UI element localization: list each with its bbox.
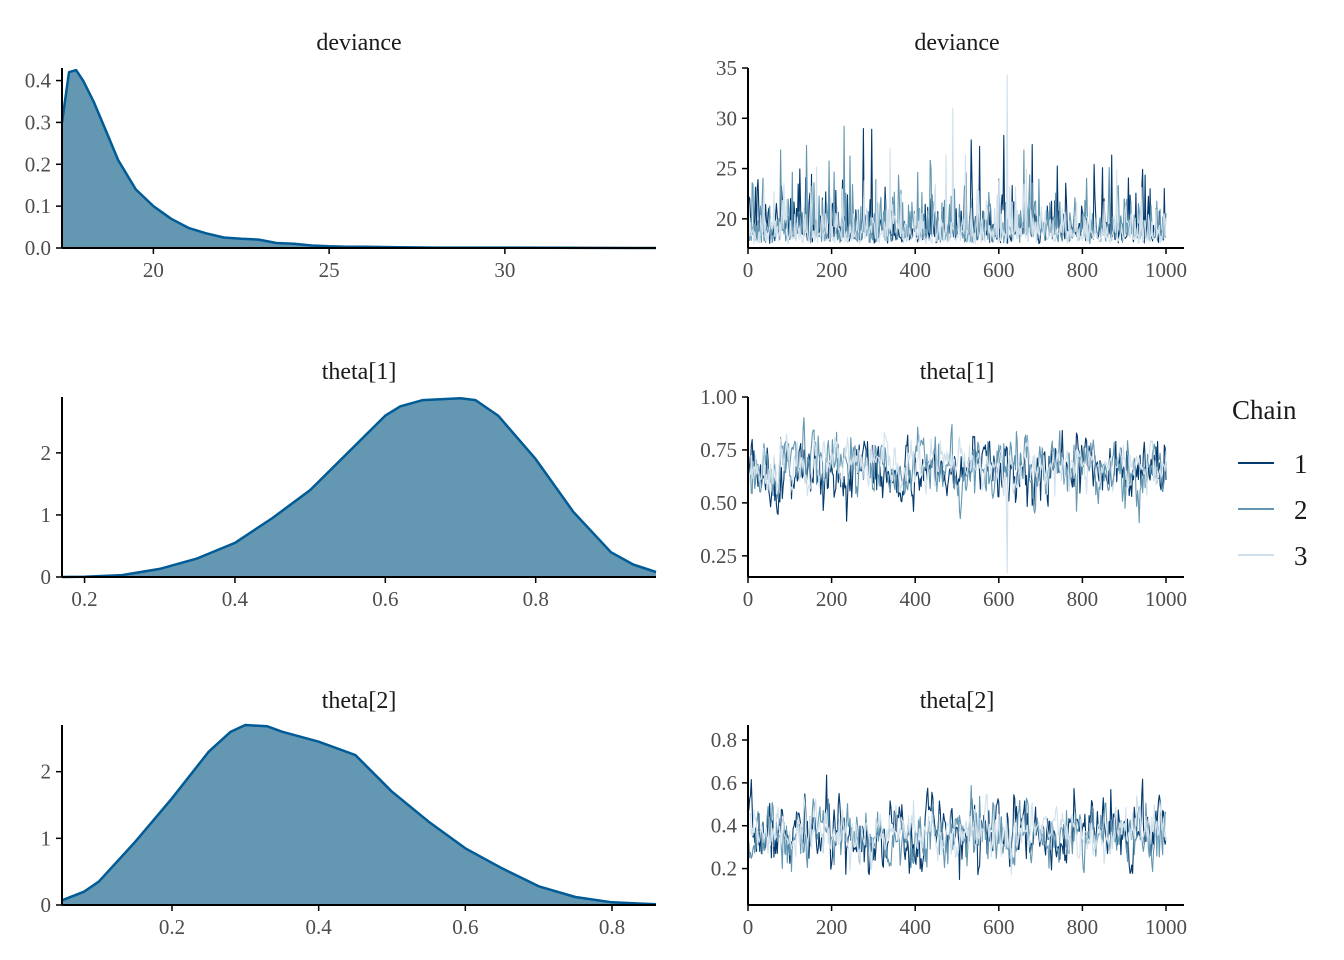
x-tick-label: 0.6 <box>372 587 398 611</box>
density-line <box>60 68 657 250</box>
panel-1: deviance 20 25 30 0.0 0.1 0.2 0.3 0.4 <box>25 30 657 282</box>
y-tick-label: 0.3 <box>25 110 51 134</box>
y-tick-label: 0.8 <box>711 728 737 752</box>
x-tick-label: 600 <box>983 587 1015 611</box>
trace-chain-1 <box>747 774 1167 881</box>
legend-title: Chain <box>1232 395 1297 425</box>
trace-chain-3 <box>747 793 1167 876</box>
legend: Chain 1 2 3 <box>1232 395 1308 571</box>
y-tick-label: 0.2 <box>25 152 51 176</box>
trace-chain-3 <box>747 74 1167 245</box>
x-tick-label: 0 <box>743 587 754 611</box>
x-tick-label: 1000 <box>1145 587 1187 611</box>
x-tick-label: 0.6 <box>452 915 478 939</box>
y-tick-label: 30 <box>716 106 737 130</box>
x-tick-label: 200 <box>816 587 848 611</box>
x-tick-label: 0.8 <box>599 915 625 939</box>
x-tick-label: 400 <box>899 587 931 611</box>
y-tick-label: 0.0 <box>25 236 51 260</box>
density-area <box>62 70 656 248</box>
y-tick-label: 0 <box>41 893 52 917</box>
legend-label: 3 <box>1294 541 1308 571</box>
y-tick-label: 0.75 <box>700 438 737 462</box>
y-tick-label: 1 <box>41 503 52 527</box>
panel-title: theta[2] <box>322 688 397 714</box>
legend-label: 2 <box>1294 495 1308 525</box>
y-tick-label: 20 <box>716 207 737 231</box>
panel-3: theta[1] 0.2 0.4 0.6 0.8 0 1 2 <box>41 359 657 611</box>
x-tick-label: 0 <box>743 258 754 282</box>
x-tick-label: 25 <box>319 258 340 282</box>
y-tick-label: 1.00 <box>700 385 737 409</box>
x-tick-label: 20 <box>143 258 164 282</box>
x-tick-label: 1000 <box>1145 258 1187 282</box>
y-tick-label: 0.4 <box>25 69 52 93</box>
panel-title: theta[1] <box>322 359 397 385</box>
trace-chain-2 <box>747 417 1167 524</box>
y-tick-label: 0.6 <box>711 771 737 795</box>
y-tick-label: 0.4 <box>711 814 738 838</box>
x-tick-label: 200 <box>816 258 848 282</box>
x-tick-label: 1000 <box>1145 915 1187 939</box>
x-tick-label: 600 <box>983 258 1015 282</box>
panel-4: theta[1] 0 200 400 600 800 1000 0.25 0.50 0.75 1.0… <box>700 359 1187 611</box>
panel-2: deviance 0 200 400 600 800 1000 20 25 30 35 <box>716 30 1187 282</box>
trace-chain-1 <box>747 429 1167 522</box>
x-tick-label: 400 <box>899 915 931 939</box>
density-line <box>61 723 657 906</box>
x-tick-label: 400 <box>899 258 931 282</box>
y-tick-label: 2 <box>41 441 52 465</box>
x-tick-label: 800 <box>1067 258 1099 282</box>
legend-item-3: 3 <box>1238 541 1308 571</box>
y-tick-label: 1 <box>41 826 52 850</box>
trace-chain-3 <box>747 431 1167 574</box>
density-line <box>61 396 657 579</box>
x-tick-label: 800 <box>1067 915 1099 939</box>
x-tick-label: 0.4 <box>222 587 249 611</box>
x-tick-label: 0.4 <box>306 915 333 939</box>
legend-label: 1 <box>1294 449 1308 479</box>
y-tick-label: 35 <box>716 56 737 80</box>
x-tick-label: 0.8 <box>523 587 549 611</box>
y-tick-label: 2 <box>41 760 52 784</box>
y-tick-label: 0.2 <box>711 857 737 881</box>
panel-title: deviance <box>914 30 999 56</box>
x-tick-label: 200 <box>816 915 848 939</box>
panel-title: theta[1] <box>920 359 995 385</box>
density-area <box>62 725 656 905</box>
x-tick-label: 0.2 <box>71 587 97 611</box>
legend-item-2: 2 <box>1238 495 1308 525</box>
y-tick-label: 25 <box>716 157 737 181</box>
x-tick-label: 0.2 <box>159 915 185 939</box>
y-tick-label: 0.50 <box>700 491 737 515</box>
panel-title: deviance <box>316 30 401 56</box>
x-tick-label: 30 <box>494 258 515 282</box>
x-tick-label: 800 <box>1067 587 1099 611</box>
y-tick-label: 0.1 <box>25 194 51 218</box>
legend-item-1: 1 <box>1238 449 1308 479</box>
x-tick-label: 600 <box>983 915 1015 939</box>
y-tick-label: 0.25 <box>700 544 737 568</box>
x-tick-label: 0 <box>743 915 754 939</box>
panel-5: theta[2] 0.2 0.4 0.6 0.8 0 1 2 <box>41 688 657 939</box>
y-tick-label: 0 <box>41 565 52 589</box>
panel-6: theta[2] 0 200 400 600 800 1000 0.2 0.4 0.6 0.8 <box>711 688 1187 939</box>
panel-title: theta[2] <box>920 688 995 714</box>
density-area <box>62 398 656 577</box>
